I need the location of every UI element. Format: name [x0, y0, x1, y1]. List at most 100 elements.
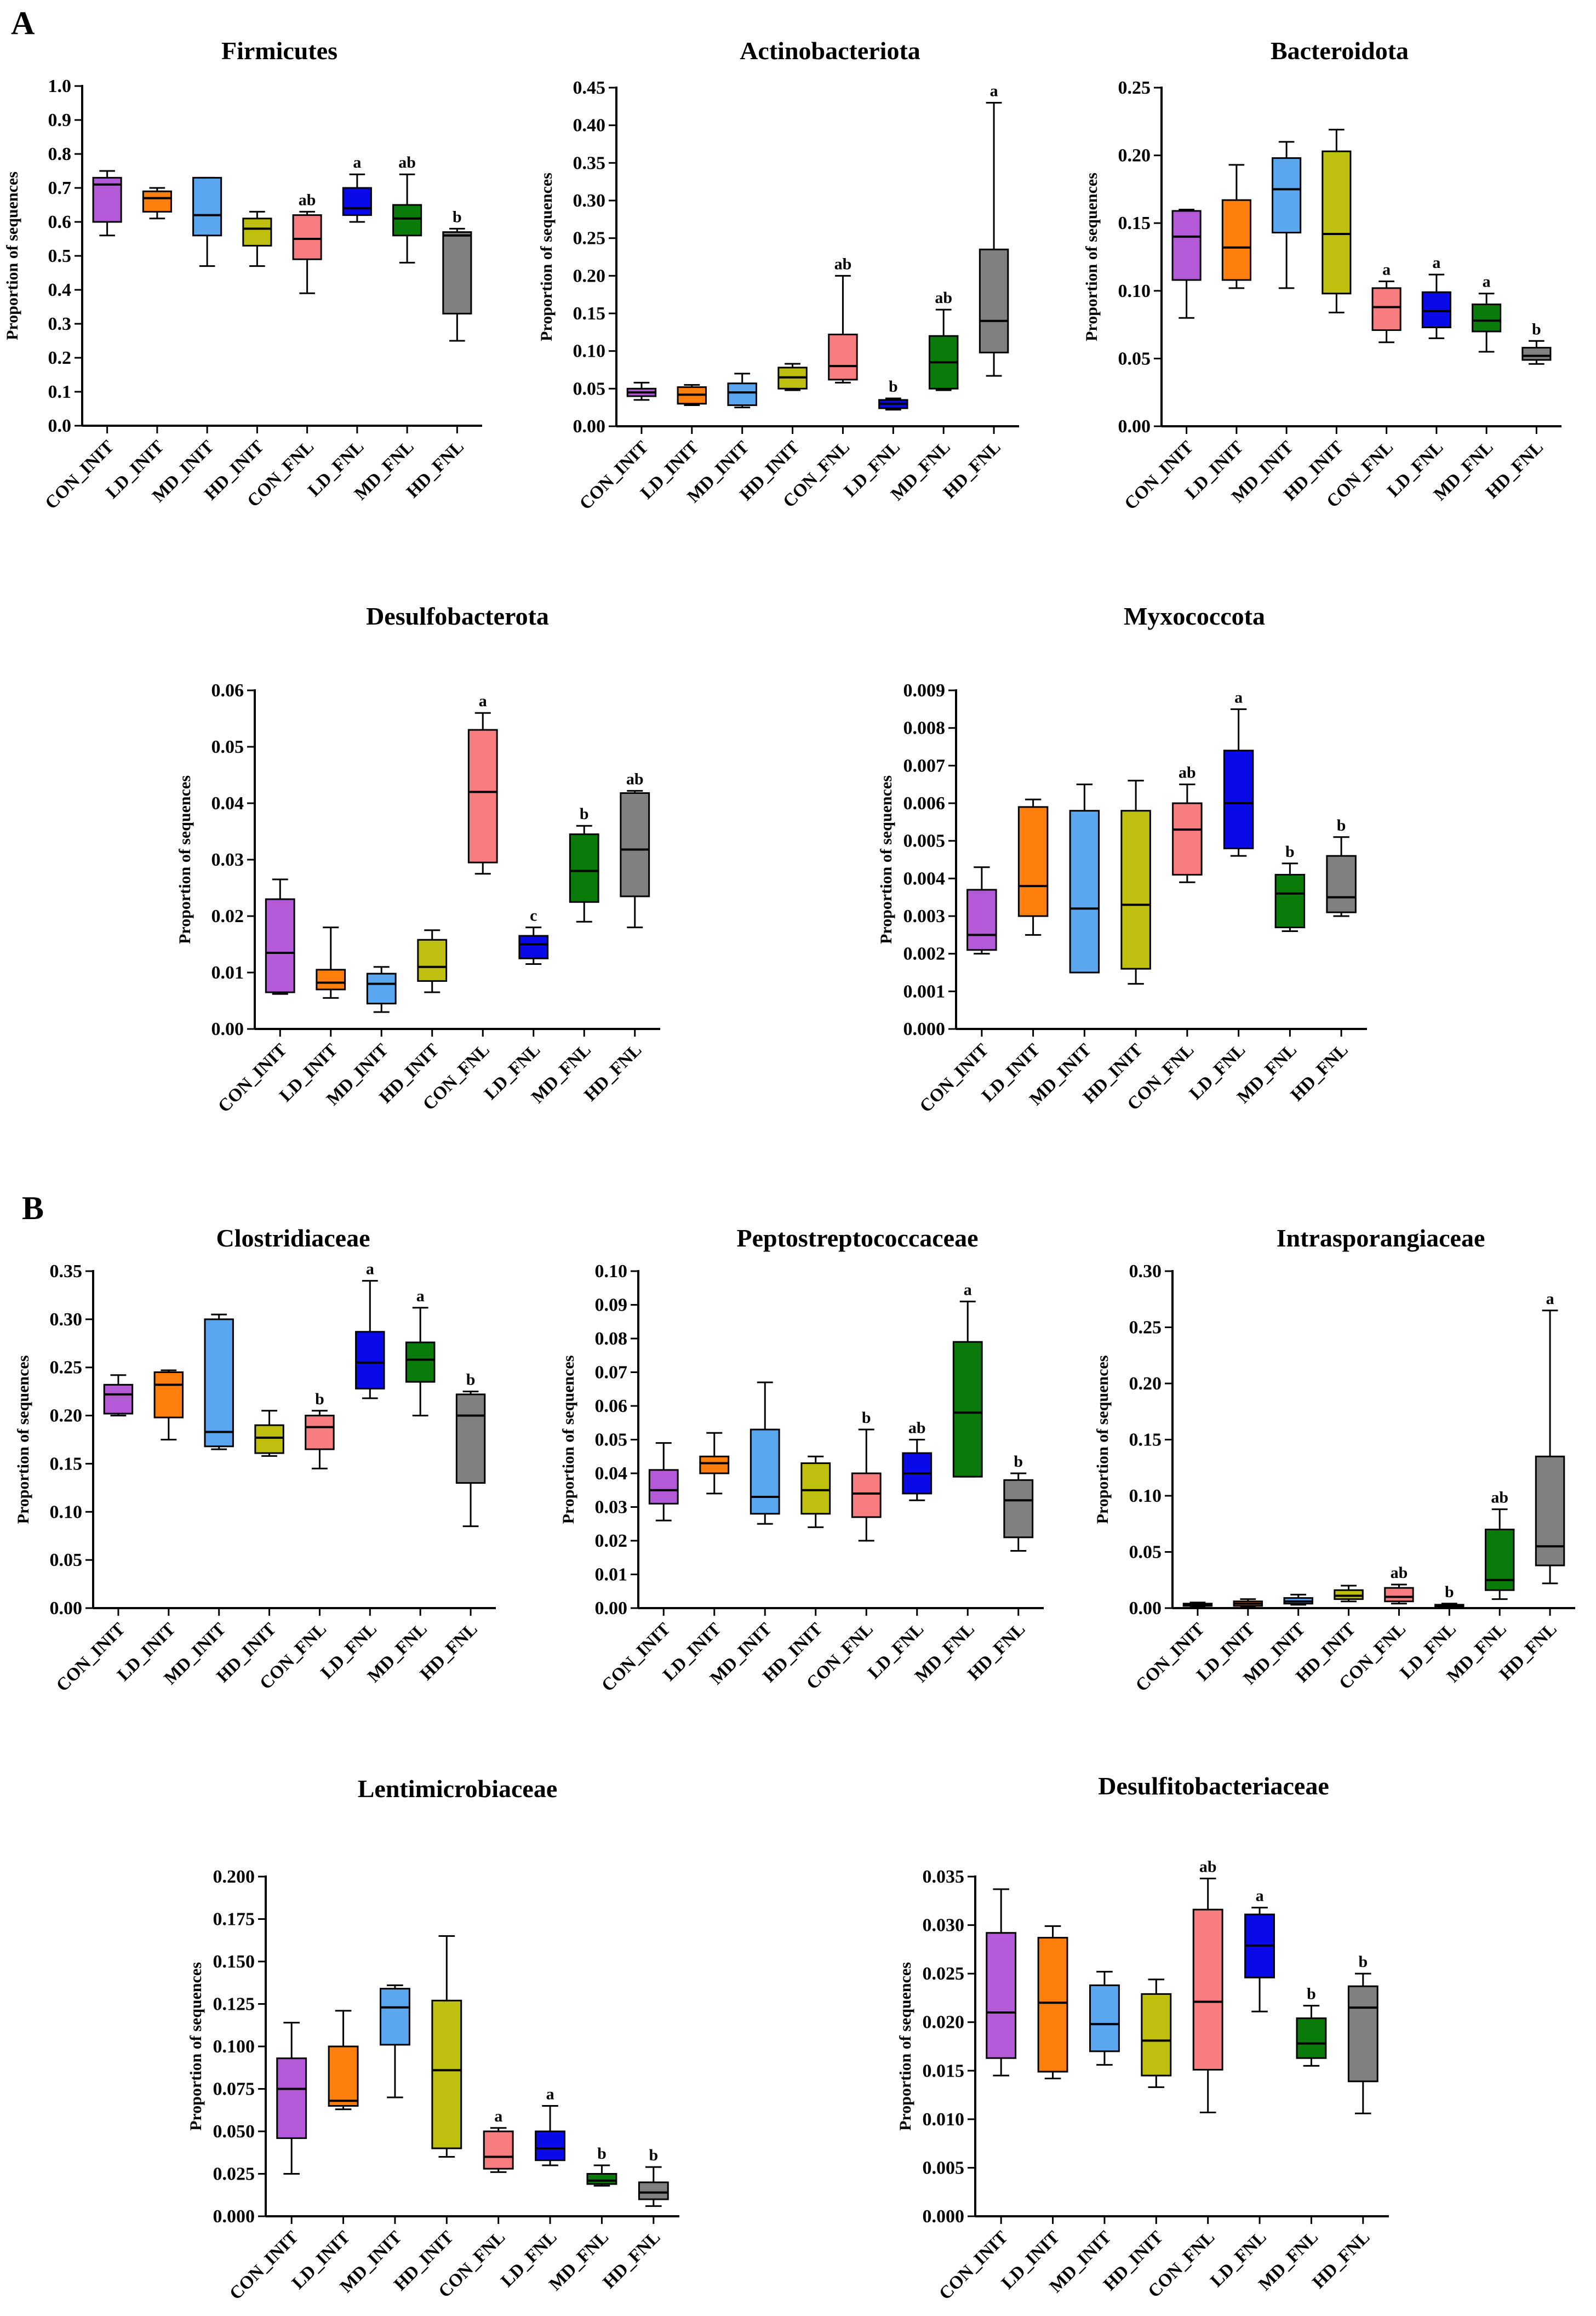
- box-hd-init: [1322, 129, 1352, 313]
- significance-label: a: [494, 2107, 502, 2125]
- box-md-init: [727, 373, 757, 409]
- box-md-fnl: ab: [392, 153, 422, 264]
- box-rect: [442, 231, 472, 314]
- y-tick-label: 0.07: [595, 1363, 628, 1383]
- chart-6: Peptostreptococcaceae Proportion of seque…: [559, 1224, 1044, 1696]
- significance-label: b: [1445, 1583, 1454, 1601]
- y-tick-label: 0.6: [48, 212, 72, 232]
- box-rect: [103, 1383, 134, 1415]
- y-tick-label: 0.200: [213, 1867, 255, 1887]
- y-tick-label: 0.40: [573, 116, 606, 136]
- y-tick-label: 0.003: [903, 906, 946, 927]
- box-ld-fnl: b: [878, 378, 908, 411]
- y-tick-label: 0.030: [923, 1915, 965, 1936]
- y-tick-label: 0.00: [573, 416, 606, 437]
- box-ld-fnl: a: [1421, 254, 1451, 339]
- box-md-init: [1272, 141, 1302, 289]
- y-tick-label: 0.020: [923, 2012, 965, 2033]
- chart-title: Actinobacteriota: [740, 37, 920, 65]
- y-tick-label: 0.10: [1118, 281, 1151, 301]
- box-con-fnl: a: [483, 2107, 514, 2173]
- box-con-fnl: b: [851, 1409, 882, 1542]
- y-tick-label: 0.100: [213, 2037, 255, 2057]
- box-con-init: [265, 878, 295, 995]
- box-con-init: [986, 1888, 1017, 2077]
- chart-0: Firmicutes Proportion of sequences 0.0 0.1 0…: [3, 37, 482, 513]
- box-rect: [1120, 810, 1151, 970]
- box-hd-init: [1334, 1585, 1364, 1603]
- box-con-init: [966, 866, 997, 955]
- significance-label: a: [1483, 273, 1491, 291]
- box-con-fnl: ab: [1192, 1858, 1223, 2113]
- box-rect: [986, 1932, 1017, 2059]
- box-md-fnl: b: [1296, 1985, 1327, 2067]
- box-con-fnl: b: [305, 1390, 335, 1469]
- y-tick-label: 0.00: [50, 1598, 83, 1619]
- y-tick-label: 0.006: [903, 793, 946, 814]
- significance-label: b: [889, 378, 898, 396]
- y-tick-label: 0.004: [903, 868, 946, 889]
- chart-5: Clostridiaceae Proportion of sequences 0.0…: [14, 1224, 496, 1696]
- box-con-fnl: ab: [1172, 764, 1203, 883]
- x-tick-label: CON_INIT: [1132, 1619, 1209, 1696]
- box-hd-init: [417, 929, 448, 993]
- box-con-fnl: a: [1371, 260, 1401, 344]
- box-con-init: [1171, 208, 1202, 319]
- box-md-init: [750, 1381, 780, 1525]
- box-hd-init: [800, 1455, 831, 1528]
- y-tick-label: 0.05: [1129, 1542, 1162, 1563]
- box-rect: [1421, 291, 1451, 329]
- chart-4: Myxococcota Proportion of sequences 0.000 0…: [877, 602, 1367, 1117]
- box-hd-init: [1141, 1978, 1172, 2088]
- box-rect: [569, 833, 599, 903]
- x-tick-label: HD_FNL: [1287, 1040, 1352, 1105]
- box-ld-init: [1233, 1598, 1263, 1608]
- y-tick-label: 0.04: [211, 793, 244, 814]
- y-tick-label: 0.10: [1129, 1486, 1162, 1506]
- box-rect: [638, 2181, 669, 2200]
- box-rect: [1334, 1589, 1364, 1600]
- y-tick-label: 0.010: [923, 2109, 965, 2130]
- box-ld-fnl: ab: [902, 1419, 933, 1501]
- box-rect: [1384, 1587, 1414, 1603]
- box-rect: [1326, 855, 1357, 913]
- y-tick-label: 0.10: [595, 1261, 628, 1282]
- y-tick-label: 0.10: [50, 1502, 83, 1522]
- y-tick-label: 0.000: [923, 2206, 965, 2227]
- panel-label-b: B: [22, 1190, 44, 1226]
- significance-label: ab: [299, 191, 316, 209]
- box-ld-fnl: c: [518, 907, 549, 965]
- significance-label: b: [862, 1409, 871, 1427]
- box-rect: [366, 973, 397, 1005]
- y-tick-label: 0.08: [595, 1329, 628, 1349]
- box-rect: [192, 176, 222, 237]
- y-tick-label: 0.05: [573, 379, 606, 399]
- chart-7: Intrasporangiaceae Proportion of sequence…: [1094, 1224, 1575, 1696]
- y-tick-label: 0.25: [1118, 78, 1151, 98]
- significance-label: b: [597, 2145, 607, 2163]
- x-tick-label: CON_INIT: [42, 437, 118, 513]
- box-rect: [979, 248, 1009, 353]
- box-rect: [1521, 347, 1552, 361]
- box-ld-init: [1037, 1925, 1068, 2079]
- x-tick-label: CON_INIT: [1121, 437, 1198, 514]
- box-hd-init: [1120, 780, 1151, 985]
- y-tick-label: 0.035: [923, 1867, 965, 1887]
- chart-2: Bacteroidota Proportion of sequences 0.00 0…: [1083, 37, 1561, 514]
- chart-8: Lentimicrobiaceae Proportion of sequences…: [187, 1775, 679, 2304]
- box-rect: [586, 2173, 617, 2185]
- box-hd-fnl: b: [1003, 1452, 1034, 1552]
- box-ld-fnl: a: [1223, 688, 1254, 857]
- box-hd-fnl: b: [1521, 320, 1552, 365]
- chart-title: Clostridiaceae: [216, 1224, 370, 1252]
- significance-label: ab: [1199, 1858, 1217, 1876]
- box-ld-init: [142, 187, 172, 220]
- y-tick-label: 0.05: [50, 1550, 83, 1570]
- y-axis-label: Proportion of sequences: [537, 173, 556, 341]
- box-rect: [648, 1469, 679, 1505]
- box-md-init: [1089, 1971, 1120, 2066]
- box-ld-init: [1017, 798, 1049, 936]
- y-tick-label: 0.30: [573, 191, 606, 211]
- x-tick-label: CON_INIT: [935, 2227, 1012, 2304]
